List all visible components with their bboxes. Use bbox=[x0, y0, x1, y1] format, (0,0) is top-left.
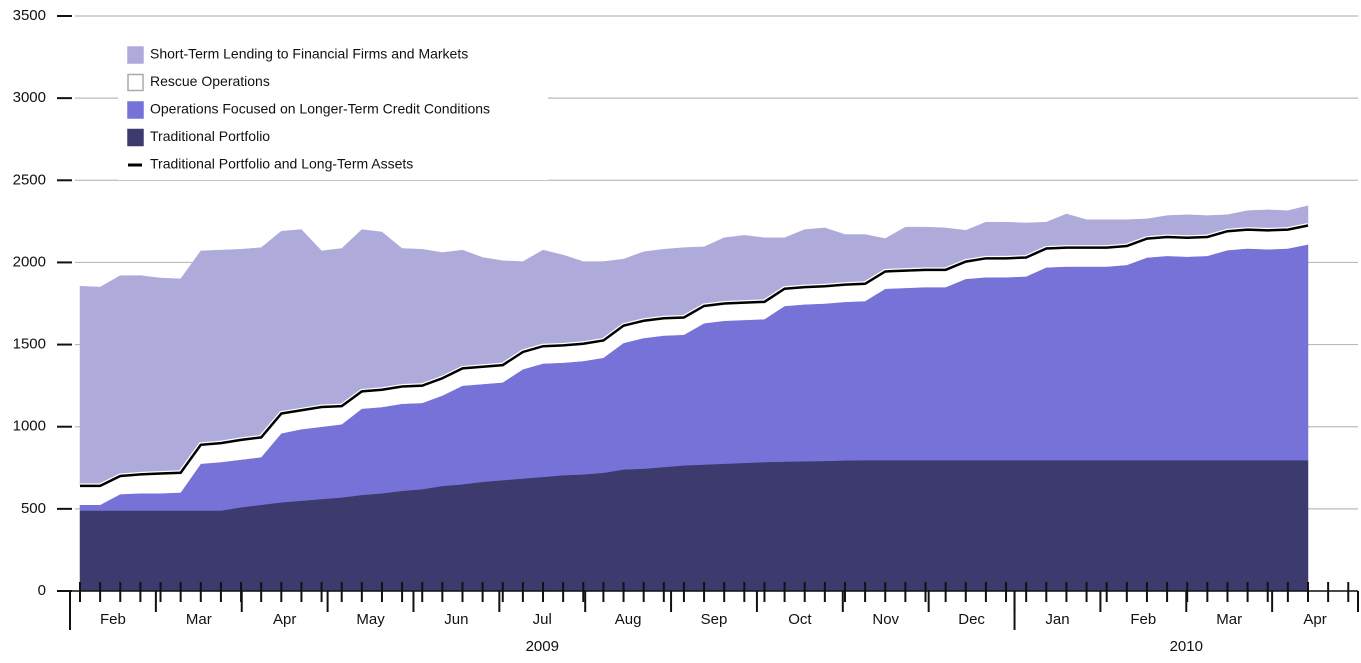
x-tick-label: Feb bbox=[1130, 611, 1156, 628]
legend-label: Traditional Portfolio bbox=[150, 128, 270, 144]
y-tick-label: 1500 bbox=[13, 336, 46, 353]
x-tick-label: Jan bbox=[1045, 611, 1069, 628]
legend-swatch bbox=[127, 73, 144, 92]
y-tick-label: 3000 bbox=[13, 89, 46, 106]
y-tick-label: 2000 bbox=[13, 253, 46, 270]
x-tick-label: Feb bbox=[100, 611, 126, 628]
x-tick-label: Oct bbox=[788, 611, 812, 628]
x-tick-label: Dec bbox=[958, 611, 985, 628]
x-tick-label: Aug bbox=[615, 611, 642, 628]
y-tick-label: 0 bbox=[38, 582, 46, 599]
x-tick-label: Sep bbox=[701, 611, 728, 628]
legend-label: Operations Focused on Longer-Term Credit… bbox=[150, 101, 490, 117]
x-tick-label: Jun bbox=[444, 611, 468, 628]
x-tick-label: Mar bbox=[186, 611, 212, 628]
x-tick-label: Mar bbox=[1216, 611, 1242, 628]
x-tick-label: Jul bbox=[533, 611, 552, 628]
legend-background bbox=[118, 38, 548, 180]
y-tick-label: 2500 bbox=[13, 171, 46, 188]
legend-label: Short-Term Lending to Financial Firms an… bbox=[150, 46, 468, 62]
y-tick-label: 3500 bbox=[13, 7, 46, 24]
legend-swatch bbox=[127, 128, 144, 147]
line bbox=[80, 224, 1309, 488]
x-group-label: 2010 bbox=[1170, 638, 1203, 655]
y-tick-label: 1000 bbox=[13, 418, 46, 435]
x-tick-label: Apr bbox=[273, 611, 296, 628]
x-tick-label: Apr bbox=[1303, 611, 1326, 628]
x-group-label: 2009 bbox=[526, 638, 559, 655]
x-tick-label: May bbox=[356, 611, 385, 628]
legend-label: Traditional Portfolio and Long-Term Asse… bbox=[150, 156, 413, 172]
y-tick-label: 500 bbox=[21, 500, 46, 517]
legend-label: Rescue Operations bbox=[150, 73, 270, 89]
legend-swatch bbox=[127, 46, 144, 64]
x-tick-label: Nov bbox=[872, 611, 899, 628]
legend-swatch bbox=[127, 101, 144, 119]
